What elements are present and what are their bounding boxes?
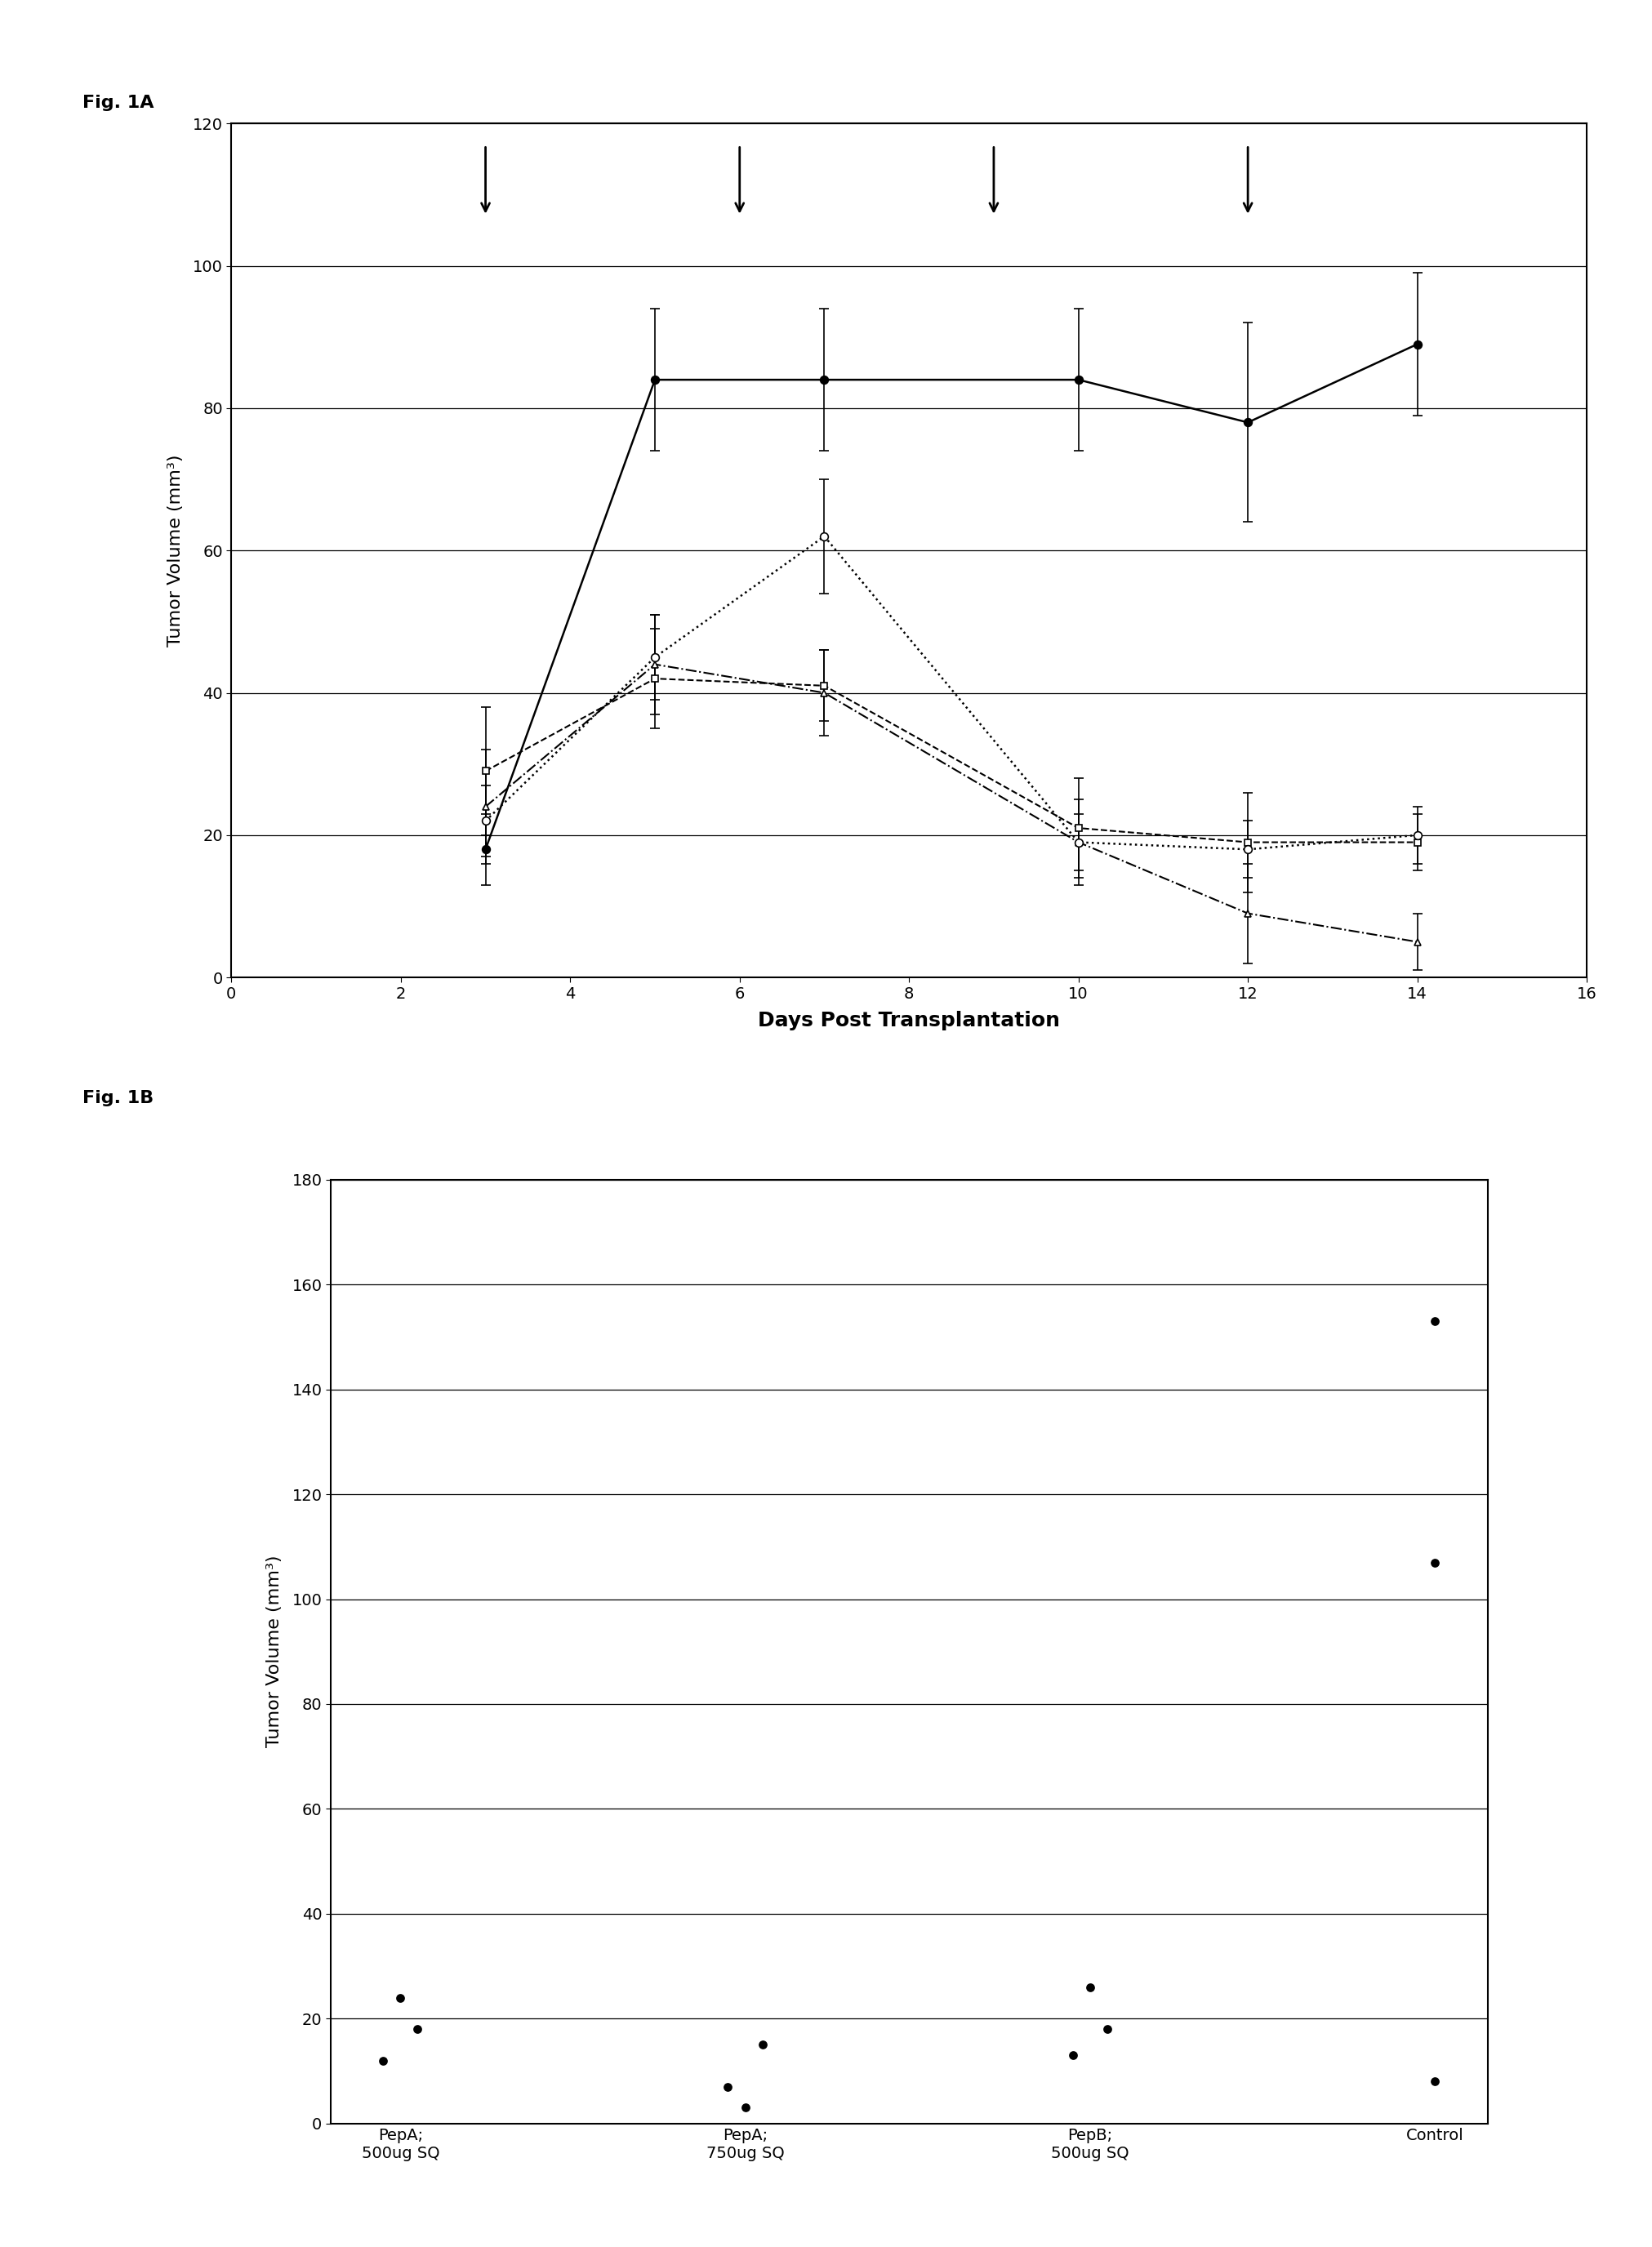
Point: [714, 2069, 740, 2105]
Point: [370, 2043, 396, 2078]
Point: [1094, 2011, 1120, 2047]
Point: [1077, 1968, 1104, 2004]
Point: [1421, 1303, 1447, 1339]
Point: [748, 2027, 775, 2063]
Point: [405, 2011, 431, 2047]
Text: Fig. 1A: Fig. 1A: [83, 94, 154, 110]
Point: [1421, 1544, 1447, 1580]
Point: [1059, 2038, 1085, 2074]
Point: [1421, 2063, 1447, 2099]
Point: [732, 2090, 758, 2126]
Y-axis label: Tumor Volume (mm³): Tumor Volume (mm³): [266, 1555, 282, 1748]
X-axis label: Days Post Transplantation: Days Post Transplantation: [758, 1011, 1059, 1029]
Point: [387, 1980, 413, 2016]
Y-axis label: Tumor Volume (mm³): Tumor Volume (mm³): [167, 454, 183, 647]
Text: Fig. 1B: Fig. 1B: [83, 1090, 154, 1106]
